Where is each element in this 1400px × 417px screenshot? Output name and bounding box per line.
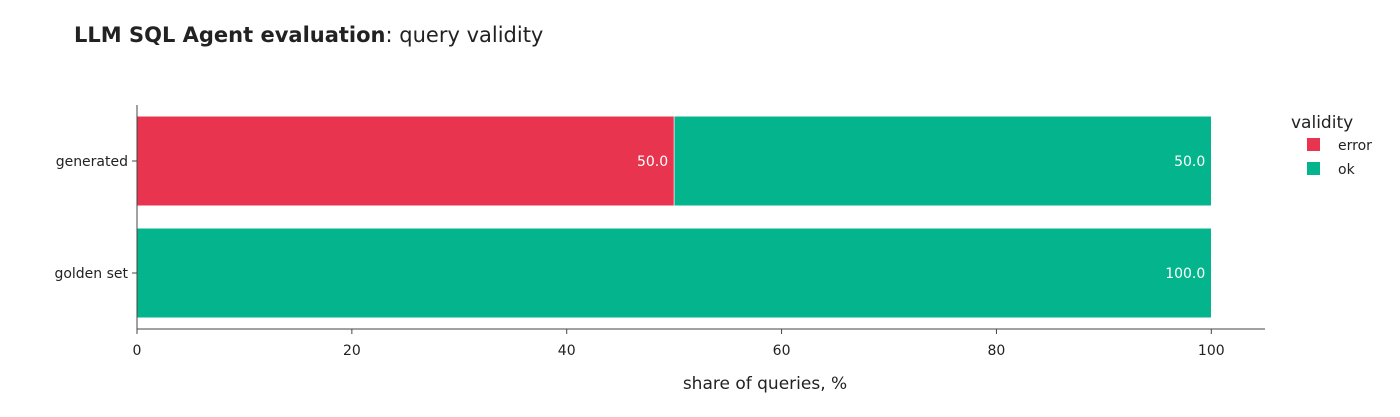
legend-swatch-error (1307, 138, 1320, 151)
chart-title: LLM SQL Agent evaluation: query validity (74, 23, 543, 47)
legend-title: validity (1291, 113, 1353, 133)
x-tick-label-100: 100 (1198, 343, 1225, 359)
bar-error-generated[interactable] (136, 115, 675, 207)
y-tick-label-golden-set: golden set (54, 266, 128, 282)
bar-ok-generated[interactable] (673, 115, 1212, 207)
chart-title-bold: LLM SQL Agent evaluation (74, 23, 386, 47)
legend-swatch-ok (1307, 162, 1320, 175)
legend-item-error[interactable]: error (1307, 138, 1372, 154)
legend-label-ok: ok (1338, 162, 1356, 178)
axes: generated golden set 0 20 40 60 80 100 (54, 105, 1265, 359)
legend-label-error: error (1338, 138, 1372, 154)
x-tick-label-60: 60 (773, 343, 791, 359)
plot-area: 50.0 50.0 100.0 (136, 115, 1212, 319)
y-tick-label-generated: generated (56, 154, 128, 170)
x-tick-label-0: 0 (133, 343, 142, 359)
data-label-ok-golden-set: 100.0 (1165, 266, 1205, 282)
x-tick-label-20: 20 (343, 343, 361, 359)
bar-ok-golden-set[interactable] (136, 227, 1212, 319)
chart-title-rest: : query validity (386, 23, 544, 47)
legend[interactable]: validity error ok (1291, 113, 1372, 178)
data-label-error-generated: 50.0 (637, 154, 668, 170)
x-tick-label-40: 40 (558, 343, 576, 359)
legend-item-ok[interactable]: ok (1307, 162, 1356, 178)
x-tick-label-80: 80 (988, 343, 1006, 359)
data-label-ok-generated: 50.0 (1174, 154, 1205, 170)
x-axis-title: share of queries, % (683, 374, 847, 394)
